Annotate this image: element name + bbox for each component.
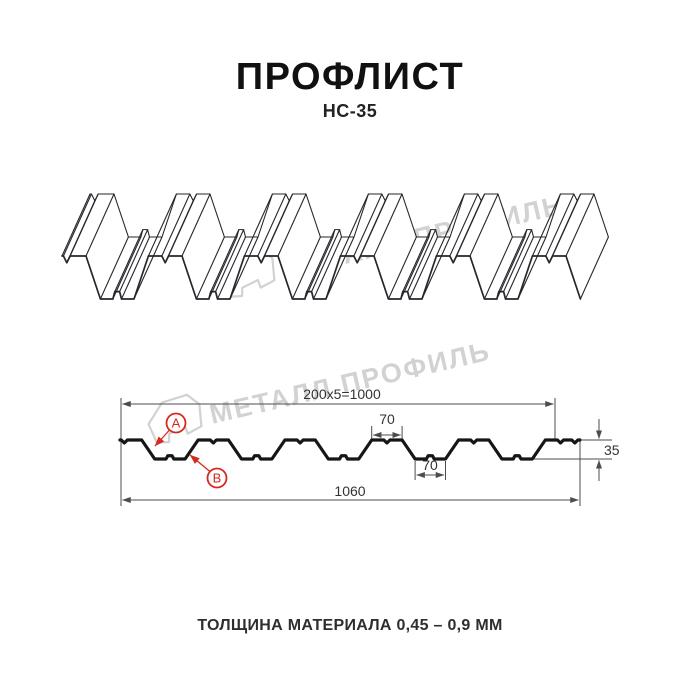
profile-code: НС-35 <box>322 101 378 121</box>
dimension-label-crest-width: 70 <box>379 411 395 427</box>
callout-letter-b: B <box>213 471 222 486</box>
leader-line <box>189 454 211 473</box>
profile-3d-art <box>61 193 609 300</box>
callout-a: A <box>154 412 187 447</box>
dimension-top-span: 200x5=1000 <box>120 386 556 506</box>
dimension-full-width: 1060 <box>122 440 581 506</box>
cross-section-figure: МЕТАЛЛ ПРОФИЛЬ 200x5=1000 70 70 106 <box>118 336 620 506</box>
callout-circle-a <box>165 412 187 434</box>
callout-circle-b <box>206 467 228 489</box>
leader-line <box>154 429 171 447</box>
watermark-text: МЕТАЛЛ ПРОФИЛЬ <box>207 336 494 430</box>
dimension-valley-width: 70 <box>414 457 446 480</box>
profile-outline <box>118 438 582 461</box>
dimension-label-height: 35 <box>604 442 620 458</box>
footer-note: ТОЛЩИНА МАТЕРИАЛА 0,45 – 0,9 ММ <box>197 617 503 634</box>
dimension-crest-width: 70 <box>371 411 403 439</box>
page-title: ПРОФЛИСТ <box>235 56 465 98</box>
dimension-label-full-width: 1060 <box>334 483 365 499</box>
dimension-height: 35 <box>532 419 620 481</box>
profile-3d-figure: МЕТАЛЛ ПРОФИЛЬ <box>61 190 609 301</box>
dimension-label-valley-width: 70 <box>422 457 438 473</box>
callout-letter-a: A <box>172 416 181 431</box>
callout-b: B <box>189 454 228 489</box>
dimension-label-top-span: 200x5=1000 <box>303 386 381 402</box>
